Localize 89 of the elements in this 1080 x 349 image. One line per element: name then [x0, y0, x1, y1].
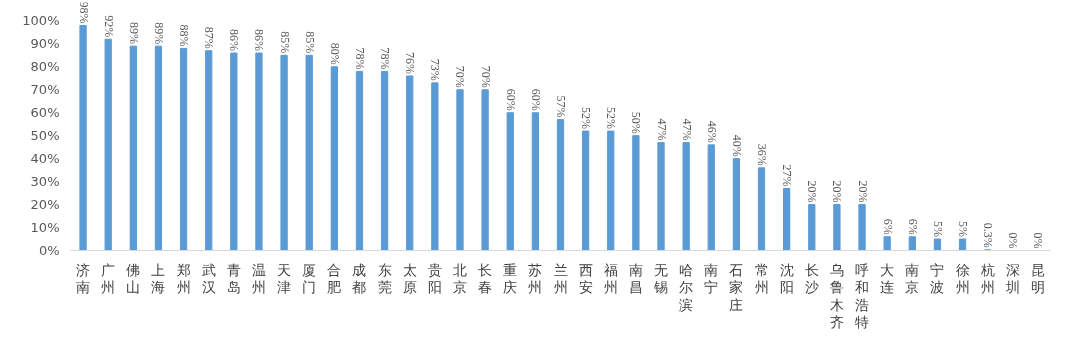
x-tick-label: 上海: [151, 261, 166, 296]
data-label: 87%: [202, 26, 217, 49]
x-tick-label: 呼和浩特: [855, 261, 870, 331]
data-label: 85%: [302, 31, 317, 54]
x-tick-label: 武汉: [201, 261, 216, 296]
data-label: 47%: [654, 118, 669, 141]
x-tick-label: 长沙: [804, 261, 819, 296]
x-tick-label: 重庆: [503, 261, 518, 296]
data-label: 98%: [76, 1, 91, 24]
y-tick-label: 30%: [30, 174, 60, 190]
data-label: 0.3%: [981, 222, 996, 248]
data-label: 6%: [880, 218, 895, 235]
data-label: 20%: [855, 180, 870, 203]
y-tick-label: 0%: [38, 243, 60, 258]
x-tick-label: 厦门: [302, 261, 317, 296]
data-label: 89%: [151, 22, 166, 45]
data-label: 46%: [704, 120, 719, 143]
data-label: 85%: [277, 31, 292, 54]
y-tick-label: 40%: [30, 151, 60, 167]
data-label: 36%: [755, 143, 770, 166]
data-label: 76%: [403, 51, 418, 74]
data-label: 27%: [780, 164, 795, 187]
x-tick-label: 苏州: [528, 261, 543, 296]
x-tick-label: 常州: [754, 261, 769, 296]
data-label: 0%: [1006, 232, 1021, 249]
x-tick-label: 南京: [905, 261, 920, 296]
y-tick-label: 60%: [30, 105, 60, 121]
x-tick-label: 哈尔滨: [679, 261, 694, 313]
x-tick-label: 兰州: [553, 261, 568, 296]
data-label: 60%: [528, 88, 543, 111]
y-tick-label: 90%: [30, 36, 60, 52]
data-label: 20%: [805, 180, 820, 203]
data-label: 70%: [453, 65, 468, 88]
x-tick-label: 南宁: [704, 261, 719, 296]
x-tick-label: 成都: [352, 261, 367, 296]
x-tick-label: 南昌: [628, 261, 643, 296]
x-tick-label: 太原: [402, 261, 417, 296]
data-label: 20%: [830, 180, 845, 203]
x-tick-label: 乌鲁木齐: [829, 261, 844, 331]
data-label: 5%: [956, 221, 971, 238]
data-label: 80%: [327, 42, 342, 65]
x-tick-label: 福州: [603, 261, 618, 296]
data-label: 89%: [126, 22, 141, 45]
x-tick-label: 郑州: [176, 261, 191, 296]
y-tick-label: 50%: [30, 128, 60, 144]
x-tick-label: 青岛: [226, 261, 241, 296]
x-tick-label: 昆明: [1030, 261, 1045, 296]
data-label: 0%: [1031, 232, 1046, 249]
x-tick-label: 深圳: [1004, 261, 1020, 296]
data-label: 6%: [905, 218, 920, 235]
x-tick-label: 长春: [478, 261, 493, 296]
data-label: 57%: [554, 95, 568, 118]
x-tick-label: 石家庄: [729, 261, 744, 313]
x-tick-label: 杭州: [979, 261, 995, 296]
x-tick-label: 广州: [101, 261, 116, 296]
data-label: 92%: [101, 15, 116, 38]
x-tick-label: 徐州: [955, 261, 970, 296]
data-label: 47%: [679, 118, 694, 141]
data-label: 78%: [352, 47, 367, 70]
data-label: 78%: [378, 47, 393, 70]
data-label: 73%: [428, 58, 443, 81]
data-label: 52%: [579, 107, 594, 130]
x-tick-label: 合肥: [327, 261, 342, 296]
x-tick-label: 佛山: [126, 261, 141, 296]
x-tick-label: 沈阳: [779, 261, 794, 296]
data-label: 88%: [177, 24, 192, 47]
data-label: 52%: [604, 107, 619, 130]
data-label: 70%: [478, 65, 493, 88]
x-tick-label: 西安: [578, 261, 593, 296]
x-tick-label: 宁波: [930, 261, 945, 296]
y-tick-label: 20%: [30, 197, 60, 213]
data-label: 50%: [629, 111, 644, 134]
y-tick-label: 80%: [30, 59, 60, 75]
data-label: 86%: [227, 29, 242, 52]
y-tick-label: 70%: [30, 82, 60, 98]
x-tick-label: 温州: [251, 261, 266, 296]
x-tick-label: 东莞: [377, 261, 392, 296]
y-tick-label: 10%: [30, 220, 60, 236]
data-label: 60%: [503, 88, 518, 111]
x-tick-label: 济南: [76, 261, 91, 296]
x-tick-label: 无锡: [653, 261, 669, 296]
data-label: 86%: [252, 29, 267, 52]
x-tick-label: 天津: [277, 261, 292, 296]
y-tick-label: 100%: [22, 13, 60, 29]
x-tick-label: 北京: [452, 261, 467, 296]
x-tick-label: 贵阳: [427, 261, 442, 296]
data-label: 5%: [930, 221, 945, 238]
x-tick-label: 大连: [880, 261, 895, 296]
data-label: 40%: [729, 134, 744, 157]
